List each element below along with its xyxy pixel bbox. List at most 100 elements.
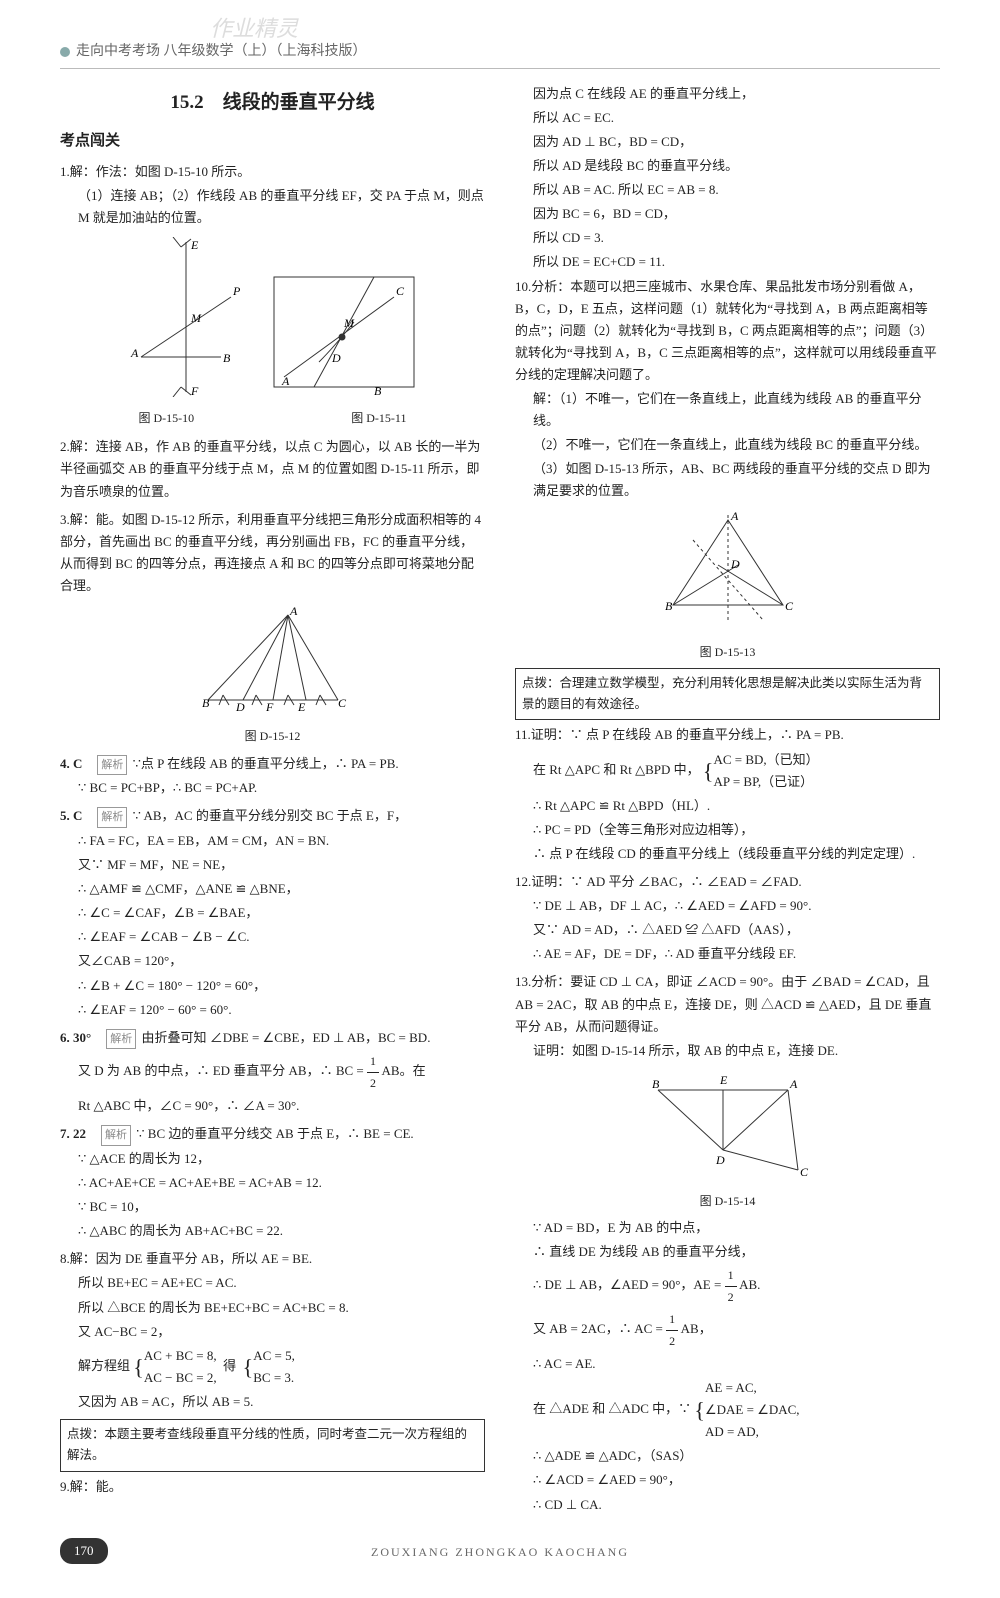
svg-text:C: C [800,1165,809,1179]
r1: 因为点 C 在线段 AE 的垂直平分线上， [515,83,940,105]
tag-icon: 解析 [106,1029,136,1050]
q3-text: 3.解：能。如图 D-15-12 所示，利用垂直平分线把三角形分成面积相等的 4… [60,509,485,597]
svg-text:B: B [374,384,382,397]
q10-c: （3）如图 D-15-13 所示，AB、BC 两线段的垂直平分线的交点 D 即为… [515,458,940,502]
q5-d: 又∵ MF = MF，NE = NE， [60,854,485,876]
q12-d: ∴ AE = AF，DE = DF，∴ AD 垂直平分线段 EF. [515,943,940,965]
tag-icon: 解析 [97,755,127,776]
item-4: 4. C 解析 ∵点 P 在线段 AB 的垂直平分线上，∴ PA = PB. ∵… [60,753,485,800]
svg-text:A: A [289,605,298,618]
content-columns: 15.2 线段的垂直平分线 考点闯关 1.解：作法：如图 D-15-10 所示。… [60,81,940,1518]
cap-d15-12: 图 D-15-12 [60,726,485,746]
q13-f: 又 AB = 2AC，∴ AC = 12 AB， [515,1309,940,1351]
svg-text:A: A [281,374,290,388]
svg-text:B: B [223,351,231,365]
figure-d15-14: B E A D C [515,1070,940,1187]
q5-b: ∵ AB，AC 的垂直平分线分别交 BC 于点 E，F， [133,808,407,823]
q8-d: 又 AC−BC = 2， [60,1321,485,1343]
q11-e: ∴ 点 P 在线段 CD 的垂直平分线上（线段垂直平分线的判定定理）. [515,843,940,865]
q8-a: 8.解：因为 DE 垂直平分 AB，所以 AE = BE. [60,1248,485,1270]
q13-i: ∴ △ADE ≌ △ADC，（SAS） [515,1445,940,1467]
r6: 因为 BC = 6，BD = CD， [515,203,940,225]
r2: 所以 AC = EC. [515,107,940,129]
q10-a: 解：（1）不唯一，它们在一条直线上，此直线为线段 AB 的垂直平分线。 [515,388,940,432]
svg-text:F: F [265,700,274,714]
q13-c: ∵ AD = BD，E 为 AB 的中点， [515,1217,940,1239]
svg-text:A: A [130,346,139,360]
item-5: 5. C 解析 ∵ AB，AC 的垂直平分线分别交 BC 于点 E，F， ∴ F… [60,805,485,1020]
item-12: 12.证明：∵ AD 平分 ∠BAC，∴ ∠EAD = ∠FAD. ∵ DE ⊥… [515,871,940,965]
tag-icon: 解析 [97,807,127,828]
q10-b: （2）不唯一，它们在一条直线上，此直线为线段 BC 的垂直平分线。 [515,434,940,456]
q4-b: ∵点 P 在线段 AB 的垂直平分线上，∴ PA = PB. [133,756,399,771]
svg-text:A: A [730,510,739,523]
svg-text:F: F [190,384,199,397]
right-column: 因为点 C 在线段 AE 的垂直平分线上， 所以 AC = EC. 因为 AD … [515,81,940,1518]
q11-b: 在 Rt △APC 和 Rt △BPD 中， {AC = BD,（已知）AP =… [515,749,940,793]
svg-text:M: M [190,311,202,325]
item-3: 3.解：能。如图 D-15-12 所示，利用垂直平分线把三角形分成面积相等的 4… [60,509,485,597]
q7-e: ∵ BC = 10， [60,1196,485,1218]
svg-text:B: B [202,696,210,710]
q7-d: ∴ AC+AE+CE = AC+AE+BE = AC+AB = 12. [60,1172,485,1194]
q1-line2: （1）连接 AB；（2）作线段 AB 的垂直平分线 EF，交 PA 于点 M，则… [60,185,485,229]
subsection-title: 考点闯关 [60,129,485,155]
q5-num: 5. C [60,808,95,823]
item-7: 7. 22 解析 ∵ BC 边的垂直平分线交 AB 于点 E，∴ BE = CE… [60,1123,485,1242]
q7-num: 7. 22 [60,1126,99,1141]
q5-i: ∴ ∠B + ∠C = 180° − 120° = 60°， [60,975,485,997]
q8-f: 又因为 AB = AC，所以 AB = 5. [60,1391,485,1413]
q11-d: ∴ PC = PD（全等三角形对应边相等）， [515,819,940,841]
cap-d15-14: 图 D-15-14 [515,1191,940,1211]
svg-text:B: B [665,599,673,613]
svg-text:E: E [297,700,306,714]
svg-text:C: C [396,284,405,298]
svg-text:A: A [789,1077,798,1091]
q4-num: 4. C [60,756,95,771]
q7-b: ∵ BC 边的垂直平分线交 AB 于点 E，∴ BE = CE. [136,1126,413,1141]
svg-text:E: E [190,238,199,252]
tip-box-2: 点拨：合理建立数学模型，充分利用转化思想是解决此类以实际生活为背景的题目的有效途… [515,668,940,721]
page-number: 170 [60,1538,108,1564]
q13-k: ∴ CD ⊥ CA. [515,1494,940,1516]
svg-text:E: E [719,1073,728,1087]
figure-d15-10-11: E P M A B F C M D B A [60,237,485,404]
svg-text:C: C [785,599,794,613]
q7-c: ∵ △ACE 的周长为 12， [60,1148,485,1170]
q12-a: 12.证明：∵ AD 平分 ∠BAC，∴ ∠EAD = ∠FAD. [515,871,940,893]
fig-caps-row1: 图 D-15-10 图 D-15-11 [60,408,485,434]
q13-h: 在 △ADE 和 △ADC 中，∵ {AE = AC,∠DAE = ∠DAC,A… [515,1377,940,1443]
item-11: 11.证明：∵ 点 P 在线段 AB 的垂直平分线上，∴ PA = PB. 在 … [515,724,940,865]
section-title: 15.2 线段的垂直平分线 [60,87,485,119]
q9-text: 9.解：能。 [60,1476,485,1498]
q11-c: ∴ Rt △APC ≌ Rt △BPD（HL）. [515,795,940,817]
r8: 所以 DE = EC+CD = 11. [515,251,940,273]
q2-text: 2.解：连接 AB，作 AB 的垂直平分线，以点 C 为圆心，以 AB 长的一半… [60,436,485,502]
cap-d15-13: 图 D-15-13 [515,642,940,662]
q8-c: 所以 △BCE 的周长为 BE+EC+BC = AC+BC = 8. [60,1297,485,1319]
r3: 因为 AD ⊥ BC，BD = CD， [515,131,940,153]
q8-b: 所以 BE+EC = AE+EC = AC. [60,1272,485,1294]
cap-d15-11: 图 D-15-11 [351,408,406,428]
watermark: 作业精灵 [210,10,298,47]
left-column: 15.2 线段的垂直平分线 考点闯关 1.解：作法：如图 D-15-10 所示。… [60,81,485,1518]
q13-a: 13.分析：要证 CD ⊥ CA，即证 ∠ACD = 90°。由于 ∠BAD =… [515,971,940,1037]
q5-j: ∴ ∠EAF = 120° − 60° = 60°. [60,999,485,1021]
svg-text:C: C [338,696,347,710]
q11-a: 11.证明：∵ 点 P 在线段 AB 的垂直平分线上，∴ PA = PB. [515,724,940,746]
q5-g: ∴ ∠EAF = ∠CAB − ∠B − ∠C. [60,926,485,948]
q7-f: ∴ △ABC 的周长为 AB+AC+BC = 22. [60,1220,485,1242]
svg-text:D: D [715,1153,725,1167]
q6-b: 由折叠可知 ∠DBE = ∠CBE，ED ⊥ AB，BC = BD. [141,1030,430,1045]
q6-e: Rt △ABC 中，∠C = 90°，∴ ∠A = 30°. [60,1095,485,1117]
footer-text: ZOUXIANG ZHONGKAO KAOCHANG [371,1542,629,1562]
item-13: 13.分析：要证 CD ⊥ CA，即证 ∠ACD = 90°。由于 ∠BAD =… [515,971,940,1061]
page-header: 作业精灵 走向中考考场 八年级数学（上）（上海科技版） [60,40,940,69]
svg-text:D: D [235,700,245,714]
q13-b: 证明：如图 D-15-14 所示，取 AB 的中点 E，连接 DE. [515,1040,940,1062]
q4-c: ∵ BC = PC+BP，∴ BC = PC+AP. [60,777,485,799]
q13-j: ∴ ∠ACD = ∠AED = 90°， [515,1469,940,1491]
q13-e: ∴ DE ⊥ AB，∠AED = 90°，AE = 12 AB. [515,1265,940,1307]
tag-icon: 解析 [101,1125,131,1146]
q10-text: 10.分析：本题可以把三座城市、水果仓库、果品批发市场分别看做 A，B，C，D，… [515,276,940,386]
